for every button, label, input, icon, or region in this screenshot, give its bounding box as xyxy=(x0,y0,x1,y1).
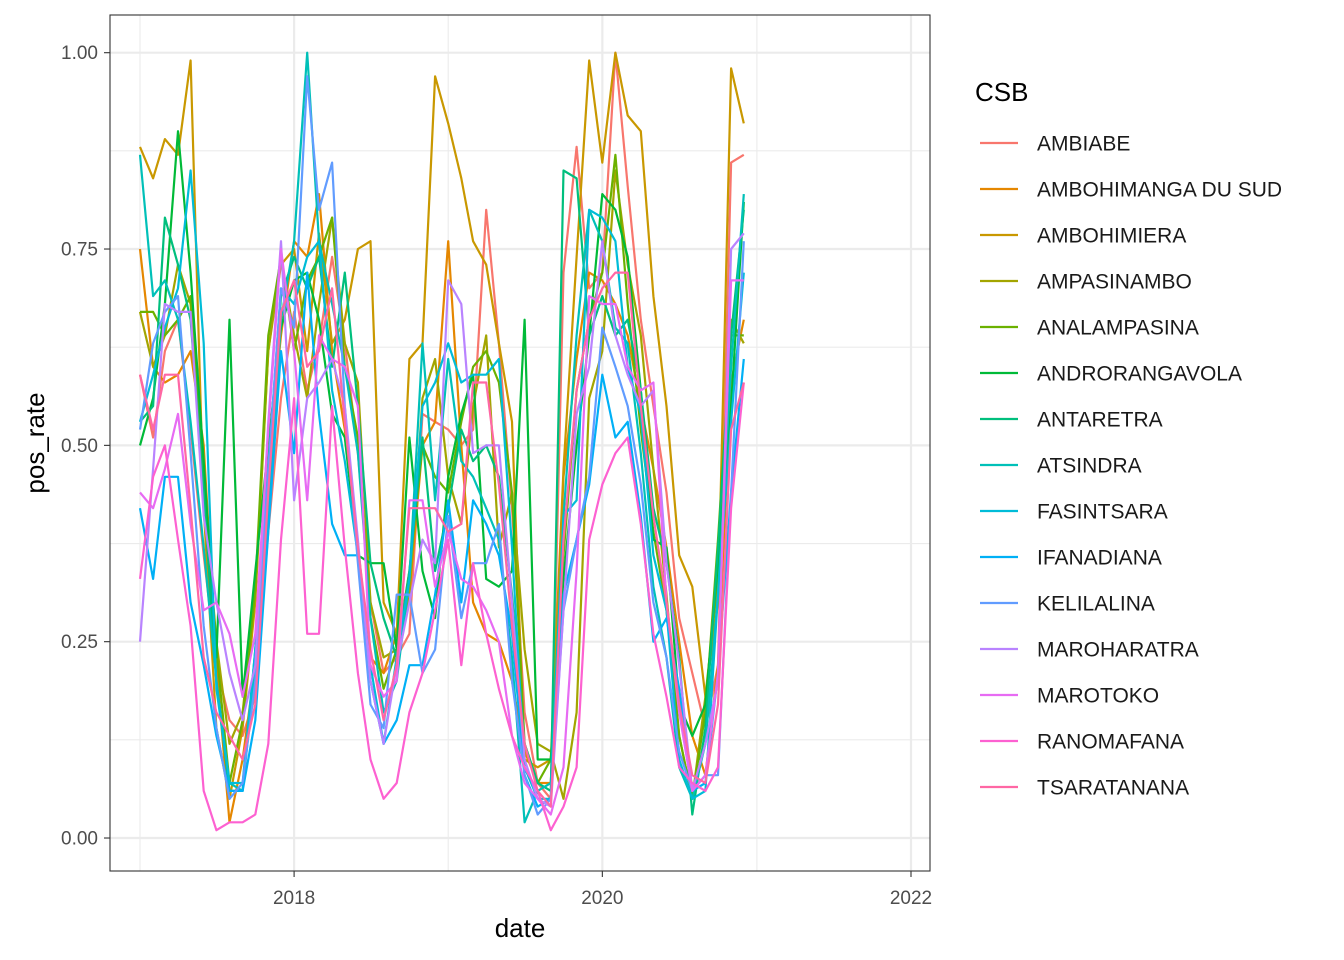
legend-item-ambohimiera: AMBOHIMIERA xyxy=(980,225,1186,248)
legend-label: AMBOHIMANGA DU SUD xyxy=(1037,179,1282,202)
series-lines xyxy=(138,51,745,832)
legend-item-antaretra: ANTARETRA xyxy=(980,409,1163,432)
legend-label: FASINTSARA xyxy=(1037,501,1168,524)
legend-label: KELILALINA xyxy=(1037,593,1155,616)
series-line-tsaratanana xyxy=(138,271,745,808)
legend-item-analampasina: ANALAMPASINA xyxy=(980,317,1199,340)
legend-label: AMBOHIMIERA xyxy=(1037,225,1186,248)
series-line-fasintsara xyxy=(138,169,745,800)
legend-label: MAROHARATRA xyxy=(1037,639,1199,662)
legend-title: CSB xyxy=(975,77,1028,107)
legend: CSB AMBIABE AMBOHIMANGA DU SUD AMBOHIMIERA… xyxy=(975,77,1282,800)
legend-label: ANTARETRA xyxy=(1037,409,1163,432)
legend-label: MAROTOKO xyxy=(1037,685,1159,708)
series-line-ranomafana xyxy=(138,382,745,832)
y-tick-label: 0.00 xyxy=(61,829,98,850)
x-axis: 2018 2020 2022 xyxy=(273,871,932,909)
legend-item-fasintsara: FASINTSARA xyxy=(980,501,1168,524)
x-tick-label: 2022 xyxy=(890,888,932,909)
legend-item-tsaratanana: TSARATANANA xyxy=(980,777,1189,800)
y-axis: 0.00 0.25 0.50 0.75 1.00 xyxy=(61,43,110,850)
legend-item-ranomafana: RANOMAFANA xyxy=(980,731,1184,754)
series-line-kelilalina xyxy=(138,75,745,816)
legend-item-ambiabe: AMBIABE xyxy=(980,133,1130,156)
legend-label: IFANADIANA xyxy=(1037,547,1162,570)
y-tick-label: 1.00 xyxy=(61,43,98,64)
legend-items: AMBIABE AMBOHIMANGA DU SUD AMBOHIMIERA AMPA… xyxy=(980,133,1282,800)
x-tick-label: 2018 xyxy=(273,888,315,909)
legend-item-ambohimanga-du-sud: AMBOHIMANGA DU SUD xyxy=(980,179,1282,202)
legend-item-androrangavola: ANDRORANGAVOLA xyxy=(980,363,1242,386)
panel-border xyxy=(109,14,931,872)
legend-item-atsindra: ATSINDRA xyxy=(980,455,1142,478)
series-line-marotoko xyxy=(139,247,744,816)
legend-item-ampasinambo: AMPASINAMBO xyxy=(980,271,1192,294)
legend-label: ANALAMPASINA xyxy=(1037,317,1199,340)
legend-label: ATSINDRA xyxy=(1037,455,1142,478)
y-tick-label: 0.50 xyxy=(61,436,98,457)
legend-label: TSARATANANA xyxy=(1037,777,1189,800)
y-tick-label: 0.25 xyxy=(61,632,98,653)
series-line-maroharatra xyxy=(138,232,745,808)
legend-label: ANDRORANGAVOLA xyxy=(1037,363,1242,386)
y-tick-label: 0.75 xyxy=(61,240,98,261)
legend-item-ifanadiana: IFANADIANA xyxy=(980,547,1162,570)
legend-label: AMPASINAMBO xyxy=(1037,271,1192,294)
legend-item-maroharatra: MAROHARATRA xyxy=(980,639,1199,662)
series-line-ambohimiera xyxy=(138,51,745,800)
legend-label: AMBIABE xyxy=(1037,133,1130,156)
x-tick-label: 2020 xyxy=(581,888,623,909)
legend-label: RANOMAFANA xyxy=(1037,731,1184,754)
legend-item-marotoko: MAROTOKO xyxy=(980,685,1159,708)
legend-item-kelilalina: KELILALINA xyxy=(980,593,1155,616)
x-axis-title: date xyxy=(495,913,546,943)
y-axis-title: pos_rate xyxy=(20,392,50,493)
